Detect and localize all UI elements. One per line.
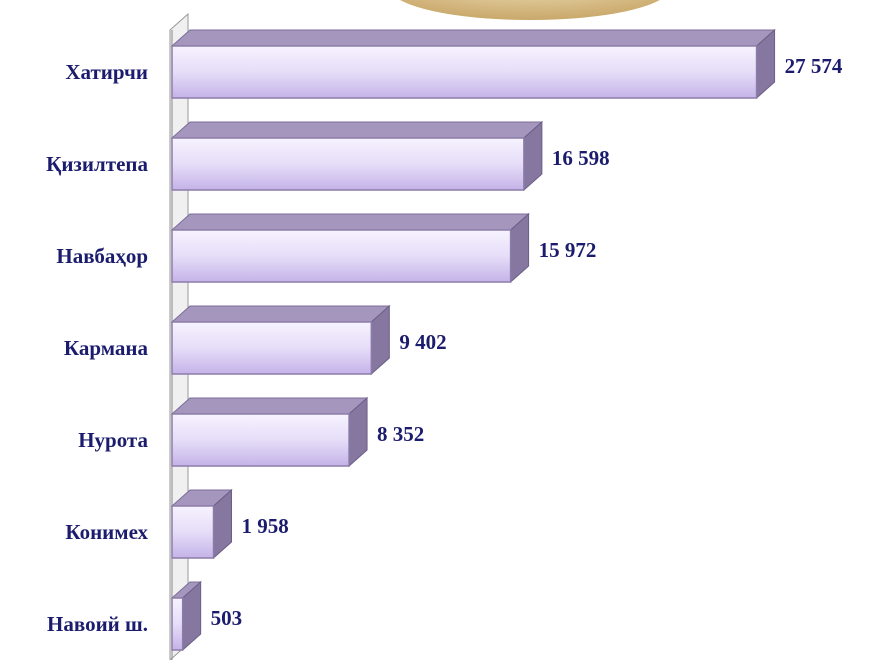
bar — [171, 229, 512, 283]
y-tick-label: Конимех — [65, 520, 148, 544]
y-tick-label: Хатирчи — [65, 60, 148, 84]
bar — [171, 45, 758, 99]
bar — [171, 137, 525, 191]
bar-top — [170, 397, 369, 415]
bar — [171, 321, 373, 375]
bar-top — [170, 213, 530, 231]
y-tick-label: Қизилтепа — [46, 152, 148, 176]
value-label: 15 972 — [539, 238, 597, 262]
bar — [171, 505, 215, 559]
bar — [171, 597, 184, 651]
bar — [171, 413, 350, 467]
value-label: 1 958 — [242, 514, 289, 538]
y-tick-label: Кармана — [64, 336, 149, 360]
value-label: 8 352 — [377, 422, 424, 446]
bar-top — [170, 121, 544, 139]
y-tick-label: Нурота — [78, 428, 148, 452]
value-label: 503 — [211, 606, 243, 630]
value-label: 27 574 — [785, 54, 843, 78]
bar-top — [170, 305, 391, 323]
decoration — [400, 0, 660, 20]
y-tick-label: Навбаҳор — [56, 244, 148, 268]
value-label: 16 598 — [552, 146, 610, 170]
bar-top — [170, 29, 776, 47]
value-label: 9 402 — [399, 330, 446, 354]
y-tick-label: Навоий ш. — [47, 612, 148, 636]
